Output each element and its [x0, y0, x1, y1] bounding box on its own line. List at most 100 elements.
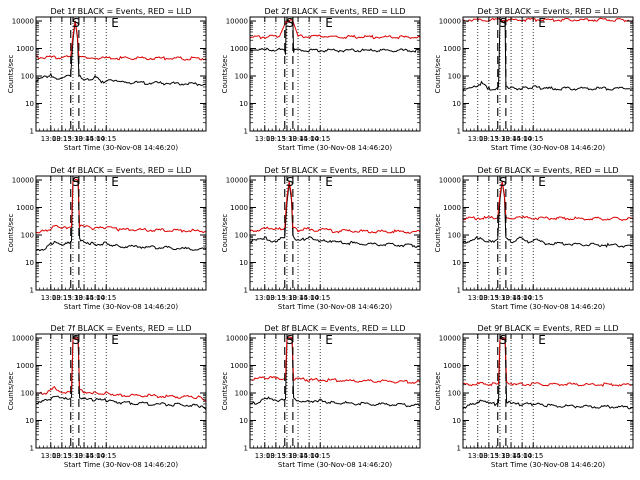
chart-title: Det 8f BLACK = Events, RED = LLD	[264, 324, 405, 333]
y-axis-label: Counts/sec	[434, 55, 442, 94]
x-tick-label: 13:45	[288, 294, 308, 302]
series-lld-line	[250, 336, 420, 385]
y-tick-label: 10	[25, 100, 34, 108]
chart-series-group	[250, 19, 420, 55]
marker-label: E	[538, 175, 546, 189]
y-tick-label: 100	[235, 390, 248, 398]
chart-title: Det 1f BLACK = Events, RED = LLD	[50, 7, 191, 16]
series-events-line	[250, 19, 420, 55]
y-tick-label: 10000	[439, 177, 461, 185]
x-tick-label: 13:00	[255, 135, 275, 143]
chart-title: Det 4f BLACK = Events, RED = LLD	[50, 166, 191, 175]
y-tick-label: 10	[452, 259, 461, 267]
y-tick-label: 10	[25, 417, 34, 425]
x-tick-label: 14:15	[310, 135, 330, 143]
x-tick-label: 14:00	[85, 294, 105, 302]
x-tick-label: 13:30	[277, 294, 297, 302]
y-axis-label: Counts/sec	[221, 55, 229, 94]
y-tick-label: 1000	[16, 362, 34, 370]
marker-label: S	[499, 175, 507, 189]
marker-label: S	[72, 175, 80, 189]
marker-label: E	[538, 333, 546, 347]
x-tick-label: 13:45	[74, 135, 94, 143]
y-axis-label: Counts/sec	[221, 214, 229, 253]
series-lld-line	[463, 181, 633, 222]
x-tick-label: 14:00	[512, 135, 532, 143]
y-tick-label: 10	[239, 417, 248, 425]
y-tick-label: 1000	[443, 204, 461, 212]
x-tick-label: 13:45	[501, 452, 521, 460]
series-events-line	[463, 18, 633, 92]
x-tick-label: 14:00	[85, 135, 105, 143]
y-tick-label: 1000	[230, 362, 248, 370]
y-axis-label: Counts/sec	[7, 214, 15, 253]
chart-series-group	[463, 335, 633, 410]
y-tick-label: 1	[457, 445, 461, 453]
x-tick-label: 13:30	[63, 294, 83, 302]
x-tick-label: 13:15	[52, 452, 72, 460]
y-tick-label: 10000	[226, 18, 248, 26]
x-axis-label: Start Time (30-Nov-08 14:46:20)	[278, 144, 392, 152]
x-axis-label: Start Time (30-Nov-08 14:46:20)	[491, 144, 605, 152]
y-tick-label: 1	[244, 287, 248, 295]
y-tick-label: 100	[21, 73, 34, 81]
series-lld-line	[250, 19, 420, 40]
y-tick-label: 100	[235, 232, 248, 240]
y-tick-label: 1000	[443, 45, 461, 53]
chart-title: Det 2f BLACK = Events, RED = LLD	[264, 7, 405, 16]
series-lld-line	[36, 177, 206, 234]
x-tick-label: 13:00	[468, 452, 488, 460]
y-tick-label: 10	[452, 100, 461, 108]
x-tick-label: 14:15	[96, 294, 116, 302]
marker-label: E	[538, 16, 546, 30]
series-lld-line	[36, 20, 206, 61]
chart-series-group	[36, 336, 206, 410]
x-tick-label: 13:00	[255, 452, 275, 460]
x-tick-label: 13:45	[501, 294, 521, 302]
y-axis-label: Counts/sec	[221, 372, 229, 411]
y-tick-label: 1000	[16, 45, 34, 53]
series-lld-line	[250, 181, 420, 234]
marker-label: E	[325, 175, 333, 189]
marker-label: S	[72, 333, 80, 347]
y-tick-label: 1000	[230, 204, 248, 212]
x-tick-label: 13:00	[41, 135, 61, 143]
series-lld-line	[463, 17, 633, 23]
y-tick-label: 1	[457, 287, 461, 295]
y-tick-label: 100	[448, 390, 461, 398]
chart-title: Det 9f BLACK = Events, RED = LLD	[477, 324, 618, 333]
series-events-line	[463, 335, 633, 410]
series-events-line	[250, 182, 420, 248]
x-tick-label: 13:45	[288, 135, 308, 143]
chart-title: Det 5f BLACK = Events, RED = LLD	[264, 166, 405, 175]
marker-label: S	[286, 16, 294, 30]
x-tick-label: 13:30	[277, 452, 297, 460]
y-tick-label: 1	[30, 445, 34, 453]
y-tick-label: 100	[448, 73, 461, 81]
series-lld-line	[36, 337, 206, 402]
y-axis-label: Counts/sec	[434, 372, 442, 411]
chart-title: Det 7f BLACK = Events, RED = LLD	[50, 324, 191, 333]
series-lld-line	[463, 337, 633, 387]
x-tick-label: 13:45	[74, 452, 94, 460]
x-tick-label: 14:15	[310, 294, 330, 302]
y-axis-label: Counts/sec	[434, 214, 442, 253]
x-axis-label: Start Time (30-Nov-08 14:46:20)	[64, 303, 178, 311]
y-tick-label: 100	[448, 232, 461, 240]
x-tick-label: 14:00	[512, 294, 532, 302]
x-axis-label: Start Time (30-Nov-08 14:46:20)	[64, 144, 178, 152]
series-events-line	[36, 178, 206, 252]
y-tick-label: 100	[235, 73, 248, 81]
chart-series-group	[463, 17, 633, 92]
y-tick-label: 10000	[226, 177, 248, 185]
x-tick-label: 13:00	[468, 135, 488, 143]
y-tick-label: 100	[21, 390, 34, 398]
